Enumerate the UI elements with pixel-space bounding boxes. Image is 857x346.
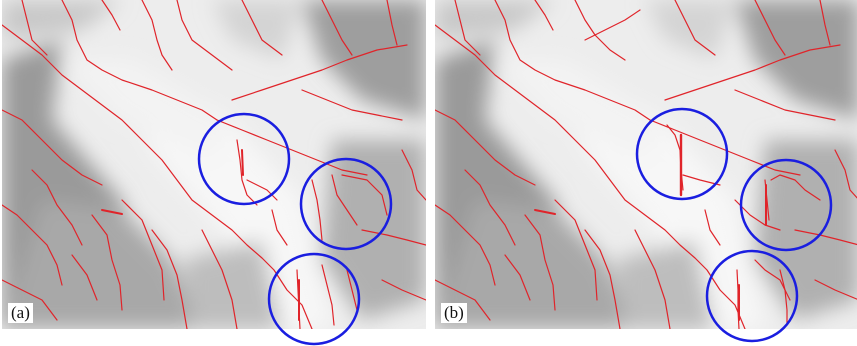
terrain-map-b [435, 0, 857, 329]
panel-b: (b) [435, 0, 857, 329]
panel-label-a: (a) [8, 303, 33, 323]
panel-label-b: (b) [441, 303, 467, 323]
terrain-shading-a [2, 0, 426, 329]
panel-a: (a) [2, 0, 426, 329]
terrain-map-a [2, 0, 426, 329]
